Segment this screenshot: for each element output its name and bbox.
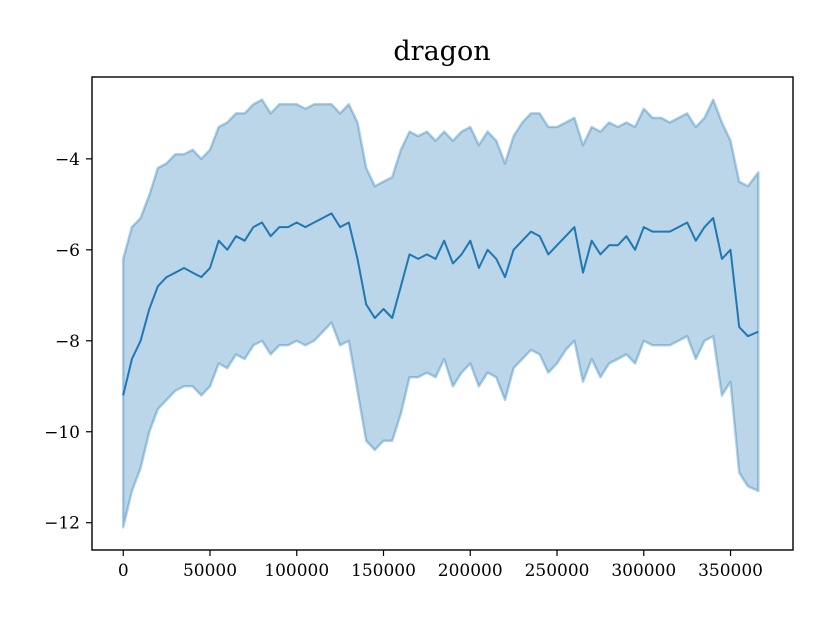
y-tick-label: −10 (44, 423, 80, 443)
x-tick-label: 250000 (525, 561, 590, 581)
series-0-line (122, 212, 759, 396)
y-tick-label: −8 (55, 332, 80, 352)
x-tick-label: 0 (118, 561, 129, 581)
series-0-band (121, 98, 760, 529)
chart-title: dragon (393, 36, 490, 67)
x-tick-label: 150000 (351, 561, 416, 581)
plot-frame (91, 76, 794, 551)
x-tick-label: 300000 (611, 561, 676, 581)
y-tick-label: −12 (44, 514, 80, 534)
x-tick-label: 200000 (438, 561, 503, 581)
x-tick-label: 100000 (264, 561, 329, 581)
x-tick-label: 50000 (183, 561, 237, 581)
x-tick-label: 350000 (698, 561, 763, 581)
plot-area (121, 98, 760, 529)
axes: 0 50000 100000 150000 200000 250000 300000 3500… (44, 150, 763, 581)
y-tick-label: −4 (55, 150, 80, 170)
y-tick-label: −6 (55, 241, 80, 261)
